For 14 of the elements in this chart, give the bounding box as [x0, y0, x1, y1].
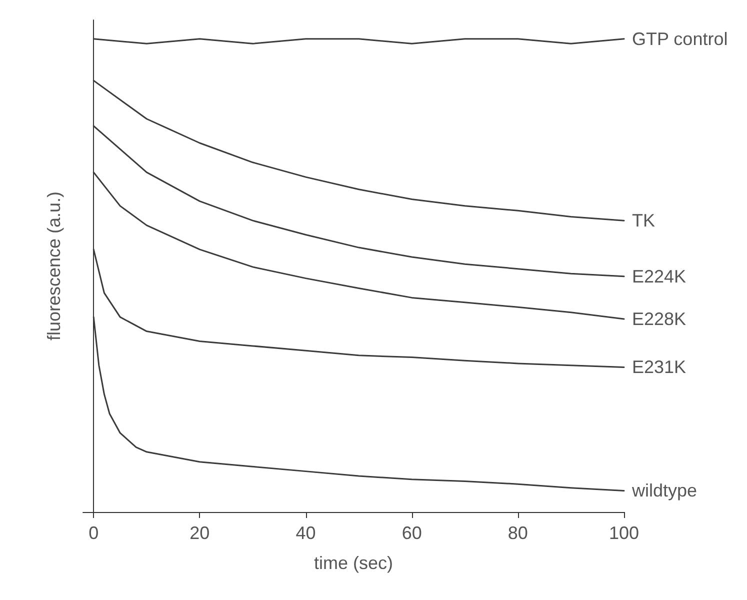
- x-tick-label: 20: [190, 523, 210, 543]
- series-label: E231K: [632, 357, 686, 378]
- series-label: TK: [632, 210, 656, 231]
- series-label: wildtype: [631, 480, 698, 501]
- x-axis-title: time (sec): [314, 553, 394, 573]
- x-tick-label: 80: [508, 523, 528, 543]
- series-label: E224K: [632, 266, 686, 286]
- x-tick-label: 100: [608, 523, 640, 543]
- x-tick-label: 0: [88, 523, 99, 543]
- x-tick-label: 60: [402, 523, 422, 543]
- x-tick-label: 40: [296, 523, 316, 543]
- series-label: E228K: [632, 308, 686, 329]
- y-axis-title: fluorescence (a.u.): [44, 191, 64, 341]
- series-label: GTP control: [632, 28, 728, 49]
